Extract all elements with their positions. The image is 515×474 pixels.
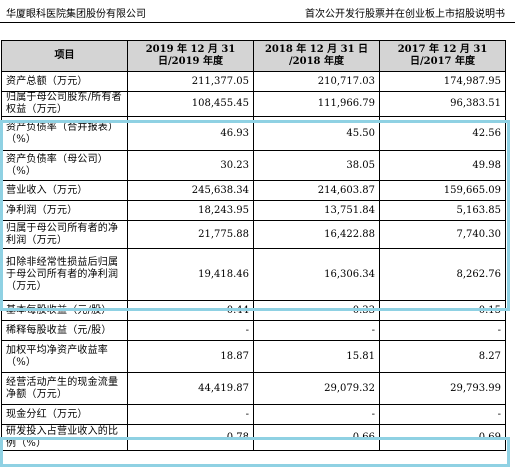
table-row: 基本每股收益（元/股） 0.44 0.33 0.15 <box>1 300 506 321</box>
value-2019: 108,455.45 <box>127 91 254 117</box>
column-header-item: 项目 <box>1 40 128 72</box>
table-row: 扣除非经常性损益后归属于母公司所有者的净利润（万元） 19,418.46 16,30… <box>1 248 506 301</box>
value-2017: 8.27 <box>379 340 506 373</box>
value-2018: 16,422.88 <box>253 220 380 249</box>
table-row: 归属于母公司所有者的净利润（万元） 21,775.88 16,422.88 7,740… <box>1 220 506 249</box>
row-label: 资产总额（万元） <box>1 71 128 92</box>
value-2018: - <box>253 320 380 341</box>
value-2017: 159,665.09 <box>379 180 506 201</box>
company-name: 华厦眼科医院集团股份有限公司 <box>6 9 146 20</box>
row-label: 归属于母公司股东/所有者权益（万元） <box>1 91 128 117</box>
row-label: 加权平均净资产收益率（%） <box>1 340 128 373</box>
row-label: 净利润（万元） <box>1 200 128 221</box>
column-header-2018: 2018 年 12 月 31 日 /2018 年度 <box>253 40 380 72</box>
value-2019: 18.87 <box>127 340 254 373</box>
row-label: 基本每股收益（元/股） <box>1 300 128 321</box>
value-2017: 174,987.95 <box>379 71 506 92</box>
value-2019: 30.23 <box>127 150 254 181</box>
row-label: 研发投入占营业收入的比例（%） <box>1 424 128 451</box>
value-2019: 19,418.46 <box>127 248 254 301</box>
row-label: 经营活动产生的现金流量净额（万元） <box>1 372 128 405</box>
value-2017: 5,163.85 <box>379 200 506 221</box>
financial-table: 项目 2019 年 12 月 31 日/2019 年度 2018 年 12 月 … <box>1 40 506 451</box>
value-2017: 8,262.76 <box>379 248 506 301</box>
value-2019: 0.44 <box>127 300 254 321</box>
table-row: 资产负债率（母公司）（%） 30.23 38.05 49.98 <box>1 150 506 181</box>
value-2019: 245,638.34 <box>127 180 254 201</box>
value-2018: 0.33 <box>253 300 380 321</box>
value-2017: 0.69 <box>379 424 506 451</box>
row-label: 扣除非经常性损益后归属于母公司所有者的净利润（万元） <box>1 248 128 301</box>
value-2018: 38.05 <box>253 150 380 181</box>
value-2018: 0.66 <box>253 424 380 451</box>
value-2018: 29,079.32 <box>253 372 380 405</box>
value-2019: 0.78 <box>127 424 254 451</box>
table-row: 加权平均净资产收益率（%） 18.87 15.81 8.27 <box>1 340 506 373</box>
table-row: 经营活动产生的现金流量净额（万元） 44,419.87 29,079.32 29,79… <box>1 372 506 405</box>
value-2017: 0.15 <box>379 300 506 321</box>
value-2018: 111,966.79 <box>253 91 380 117</box>
value-2017: 7,740.30 <box>379 220 506 249</box>
table-row: 现金分红（万元） - - - <box>1 404 506 425</box>
table-row: 资产总额（万元） 211,377.05 210,717.03 174,987.95 <box>1 71 506 92</box>
value-2019: 21,775.88 <box>127 220 254 249</box>
table-row: 营业收入（万元） 245,638.34 214,603.87 159,665.09 <box>1 180 506 201</box>
table-row: 净利润（万元） 18,243.95 13,751.84 5,163.85 <box>1 200 506 221</box>
row-label: 营业收入（万元） <box>1 180 128 201</box>
value-2018: 45.50 <box>253 116 380 151</box>
column-header-2017: 2017 年 12 月 31 日/2017 年度 <box>379 40 506 72</box>
row-label: 资产负债率（合并报表）（%） <box>1 116 128 151</box>
document-title: 首次公开发行股票并在创业板上市招股说明书 <box>305 9 505 20</box>
table-row: 稀释每股收益（元/股） - - - <box>1 320 506 341</box>
row-label: 现金分红（万元） <box>1 404 128 425</box>
value-2019: - <box>127 320 254 341</box>
value-2018: 214,603.87 <box>253 180 380 201</box>
table-row: 研发投入占营业收入的比例（%） 0.78 0.66 0.69 <box>1 424 506 451</box>
value-2018: 16,306.34 <box>253 248 380 301</box>
value-2018: 15.81 <box>253 340 380 373</box>
value-2019: 44,419.87 <box>127 372 254 405</box>
value-2018: - <box>253 404 380 425</box>
value-2018: 210,717.03 <box>253 71 380 92</box>
row-label: 资产负债率（母公司）（%） <box>1 150 128 181</box>
value-2019: 211,377.05 <box>127 71 254 92</box>
value-2017: 42.56 <box>379 116 506 151</box>
row-label: 归属于母公司所有者的净利润（万元） <box>1 220 128 249</box>
value-2019: 46.93 <box>127 116 254 151</box>
page-header: 华厦眼科医院集团股份有限公司 首次公开发行股票并在创业板上市招股说明书 <box>0 0 515 23</box>
column-header-2019: 2019 年 12 月 31 日/2019 年度 <box>127 40 254 72</box>
value-2018: 13,751.84 <box>253 200 380 221</box>
row-label: 稀释每股收益（元/股） <box>1 320 128 341</box>
value-2017: - <box>379 404 506 425</box>
table-header-row: 项目 2019 年 12 月 31 日/2019 年度 2018 年 12 月 … <box>1 40 506 72</box>
value-2019: 18,243.95 <box>127 200 254 221</box>
table-row: 归属于母公司股东/所有者权益（万元） 108,455.45 111,966.79 96… <box>1 91 506 117</box>
value-2017: 49.98 <box>379 150 506 181</box>
value-2017: - <box>379 320 506 341</box>
value-2017: 96,383.51 <box>379 91 506 117</box>
table-row: 资产负债率（合并报表）（%） 46.93 45.50 42.56 <box>1 116 506 151</box>
value-2019: - <box>127 404 254 425</box>
value-2017: 29,793.99 <box>379 372 506 405</box>
